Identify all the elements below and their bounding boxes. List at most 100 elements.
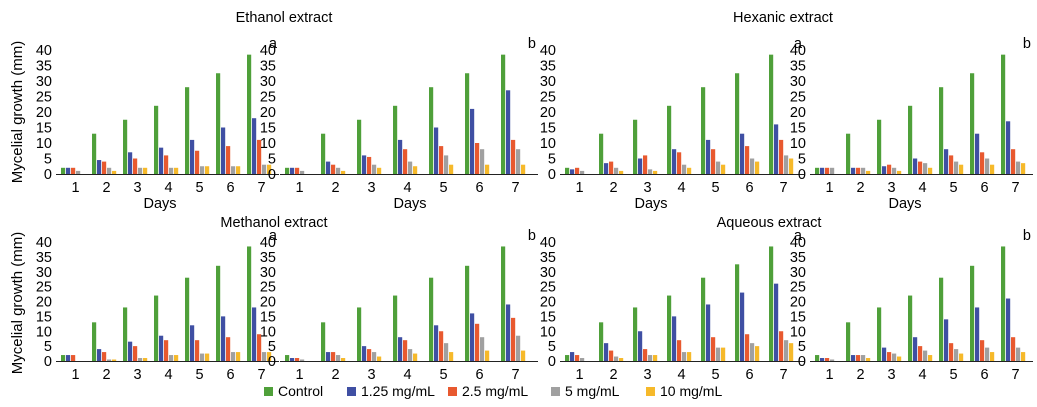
- x-tick-label: 6: [226, 180, 234, 196]
- bar: [779, 331, 784, 361]
- x-tick-label: 6: [980, 367, 988, 383]
- x-tick-label: 7: [779, 367, 787, 383]
- y-tick-label: 15: [540, 121, 556, 137]
- y-tick-label: 25: [36, 280, 52, 296]
- y-tick-label: 5: [44, 339, 52, 355]
- bar: [257, 139, 262, 174]
- bar: [985, 347, 990, 361]
- bar: [357, 307, 362, 361]
- bar: [887, 352, 892, 361]
- y-tick-label: 35: [260, 59, 276, 75]
- bar: [300, 170, 305, 174]
- bar: [825, 167, 830, 174]
- y-tick-label: 10: [36, 324, 52, 340]
- y-tick-label: 5: [44, 152, 52, 168]
- bar: [923, 350, 928, 361]
- bar: [169, 167, 174, 174]
- panel-letter: a: [794, 36, 803, 52]
- y-tick-label: 30: [260, 265, 276, 281]
- bar: [138, 358, 143, 361]
- bar: [851, 355, 856, 361]
- x-tick-label: 6: [475, 367, 483, 383]
- y-tick-label: 10: [790, 324, 806, 340]
- y-axis-label-bottom: Mycelial growth (mm): [9, 232, 26, 375]
- x-tick-label: 4: [403, 367, 411, 383]
- y-tick-label: 25: [790, 90, 806, 106]
- x-tick-label: 3: [133, 180, 141, 196]
- bar: [71, 355, 76, 361]
- bar: [990, 164, 995, 174]
- bar: [236, 352, 241, 361]
- y-tick-label: 35: [540, 250, 556, 266]
- y-tick-label: 35: [36, 250, 52, 266]
- bar: [185, 87, 190, 174]
- bar: [285, 167, 290, 174]
- bar: [470, 108, 475, 174]
- x-tick-label: 4: [677, 180, 685, 196]
- x-tick-label: 5: [711, 180, 719, 196]
- bar: [985, 158, 990, 174]
- x-tick-label: 4: [677, 367, 685, 383]
- bar: [887, 164, 892, 174]
- bar: [633, 307, 638, 361]
- legend-label-10: 10 mg/mL: [660, 383, 722, 399]
- bar: [511, 139, 516, 174]
- bar: [521, 350, 526, 361]
- bar: [677, 152, 682, 174]
- bar: [331, 164, 336, 174]
- bar: [321, 322, 326, 361]
- bar: [672, 316, 677, 361]
- x-tick-label: 7: [779, 180, 787, 196]
- bar: [861, 167, 866, 174]
- x-tick-label: 4: [918, 180, 926, 196]
- bar: [954, 161, 959, 174]
- x-tick-label: 3: [887, 180, 895, 196]
- y-tick-label: 5: [268, 339, 276, 355]
- bar: [185, 277, 190, 361]
- bar: [575, 167, 580, 174]
- y-tick-label: 30: [790, 74, 806, 90]
- bar: [434, 127, 439, 174]
- bar: [372, 352, 377, 361]
- bar: [980, 340, 985, 361]
- y-tick-label: 35: [790, 59, 806, 75]
- bar: [290, 167, 295, 174]
- bar: [830, 359, 835, 361]
- bar: [745, 146, 750, 174]
- bar: [159, 147, 164, 174]
- x-tick-label: 6: [745, 180, 753, 196]
- y-tick-label: 20: [260, 295, 276, 311]
- bar: [928, 355, 933, 361]
- bar: [231, 166, 236, 174]
- bar: [444, 343, 449, 361]
- bar: [580, 170, 585, 174]
- bar: [195, 150, 200, 174]
- x-axis-label-2: Days: [393, 196, 426, 212]
- bar: [820, 167, 825, 174]
- bar: [97, 160, 102, 174]
- bar: [321, 133, 326, 174]
- bar: [882, 347, 887, 361]
- bar: [706, 139, 711, 174]
- y-tick-label: 15: [540, 309, 556, 325]
- bar: [1011, 337, 1016, 361]
- bar: [682, 164, 687, 174]
- bar: [295, 167, 300, 174]
- bar: [815, 167, 820, 174]
- x-tick-label: 5: [195, 180, 203, 196]
- bar: [190, 139, 195, 174]
- bar: [648, 355, 653, 361]
- bar: [784, 155, 789, 174]
- y-tick-label: 20: [540, 105, 556, 121]
- bar: [465, 265, 470, 361]
- bar: [866, 358, 871, 361]
- x-tick-label: 1: [575, 367, 583, 383]
- y-tick-label: 5: [548, 152, 556, 168]
- bar: [923, 163, 928, 174]
- bar: [362, 346, 367, 361]
- bar: [682, 352, 687, 361]
- legend-swatch-1-25: [347, 387, 356, 396]
- bar: [913, 337, 918, 361]
